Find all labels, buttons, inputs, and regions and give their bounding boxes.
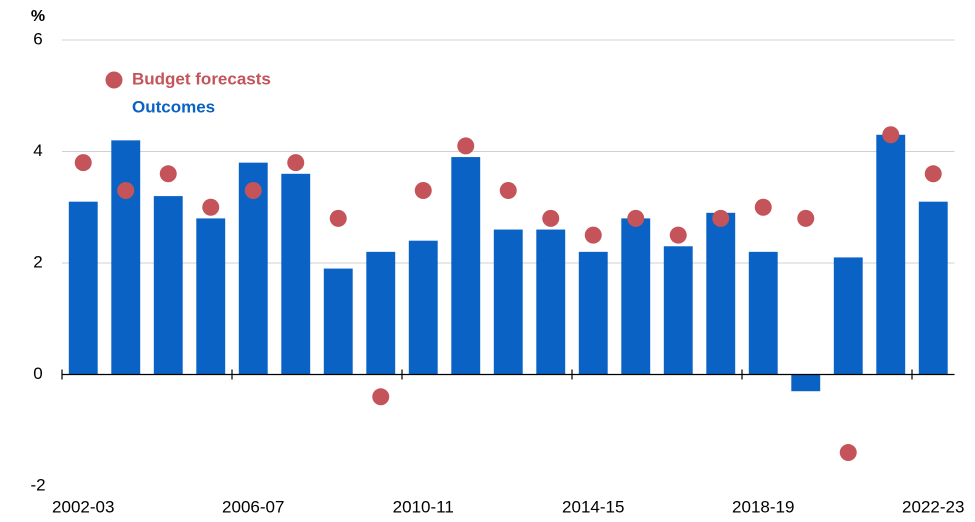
forecast-dot (754, 198, 772, 216)
forecast-dot (414, 182, 432, 200)
bar (876, 134, 906, 375)
forecast-dot (372, 388, 390, 406)
bar (111, 140, 141, 375)
forecast-dot (584, 226, 602, 244)
bar (663, 246, 693, 375)
forecast-dot (669, 226, 687, 244)
bar (366, 251, 396, 375)
x-tick-label: 2014-15 (562, 497, 624, 516)
bar (281, 173, 311, 375)
y-tick-label: 0 (33, 364, 42, 383)
y-tick-label: 6 (33, 29, 42, 48)
bar (833, 257, 863, 375)
bar (748, 251, 778, 375)
forecast-dot (542, 209, 560, 227)
bar (493, 229, 523, 375)
bar (68, 201, 98, 375)
x-tick-label: 2002-03 (52, 497, 114, 516)
forecast-dot (457, 137, 475, 155)
x-tick-label: 2018-19 (732, 497, 794, 516)
forecast-dot (159, 165, 177, 183)
forecast-dot (202, 198, 220, 216)
y-tick-label: -2 (30, 475, 45, 494)
bar (451, 157, 481, 375)
x-tick-label: 2010-11 (393, 497, 454, 516)
forecast-dot (499, 182, 517, 200)
y-tick-label: 2 (33, 252, 42, 271)
y-tick-label: 4 (33, 141, 42, 160)
legend-label: Budget forecasts (132, 69, 271, 88)
x-tick-label: 2006-07 (222, 497, 284, 516)
forecast-dot (117, 182, 135, 200)
legend-label: Outcomes (132, 97, 215, 116)
forecast-dot (329, 209, 347, 227)
forecast-dot (712, 209, 730, 227)
bar (408, 240, 438, 375)
forecast-dot (924, 165, 942, 183)
bar (578, 251, 608, 375)
bar (791, 374, 821, 392)
bar (153, 196, 183, 375)
bar (621, 218, 651, 375)
forecast-dot (244, 182, 262, 200)
legend-marker (105, 71, 123, 89)
forecast-dot (627, 209, 645, 227)
forecast-dot (287, 154, 305, 172)
bar (706, 212, 736, 375)
y-axis-label: % (31, 8, 45, 25)
forecast-dot (882, 126, 900, 144)
bar (323, 268, 353, 375)
forecast-dot (74, 154, 92, 172)
forecast-dot (797, 209, 815, 227)
bar (536, 229, 566, 375)
x-tick-label: 2022-23 (902, 497, 964, 516)
bar (196, 218, 226, 375)
forecast-dot (839, 444, 857, 462)
bar (918, 201, 948, 375)
